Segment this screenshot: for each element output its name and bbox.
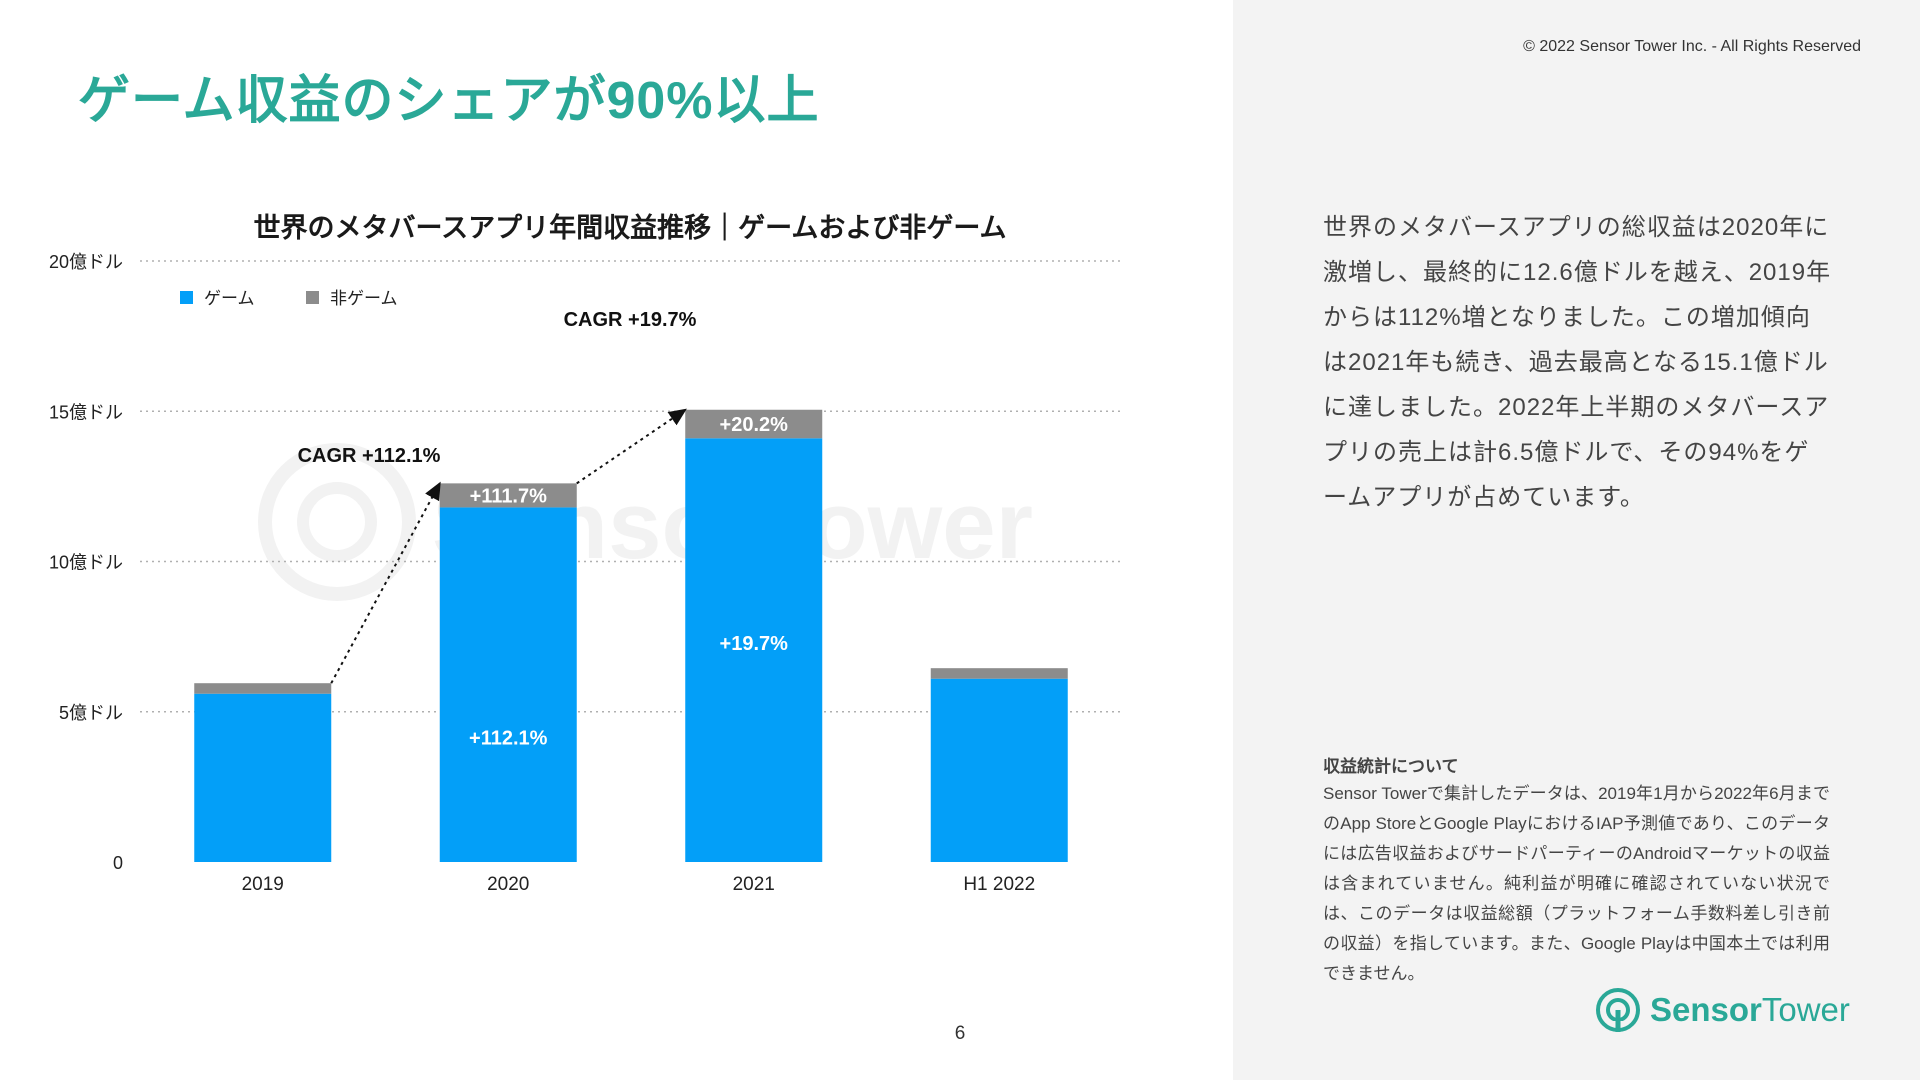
chart: SensorTower05億ドル10億ドル15億ドル20億ドルゲーム非ゲーム20… [49,252,1122,895]
legend-swatch [306,291,319,304]
cagr-arrow [330,481,441,684]
bar-game [685,438,823,862]
chart-title: 世界のメタバースアプリ年間収益推移｜ゲームおよび非ゲーム [253,213,1007,243]
page-number: 6 [954,1023,966,1044]
bar-label-game: +112.1% [469,728,548,750]
legend-label: 非ゲーム [330,289,398,308]
copyright: © 2022 Sensor Tower Inc. - All Rights Re… [1523,38,1861,55]
bar-label-nongame: +111.7% [470,485,548,507]
bar-game [439,507,577,862]
bar-game [194,693,332,862]
y-tick-label: 0 [113,853,123,873]
page-title: ゲーム収益のシェアが90%以上 [78,72,820,130]
x-tick-label: 2021 [733,874,775,895]
sensor-tower-logo: SensorTower [1594,984,1850,1036]
legend-label: ゲーム [204,289,255,308]
x-tick-label: H1 2022 [963,874,1035,895]
y-tick-label: 15億ドル [49,402,123,422]
main-panel [0,0,1233,1080]
cagr-label: CAGR +19.7% [564,309,697,331]
logo-text-bold: Sensor [1650,991,1762,1028]
y-tick-label: 10億ドル [49,553,123,573]
bar-nongame [439,483,577,508]
y-tick-label: 20億ドル [49,252,123,272]
bar-label-nongame: +20.2% [720,414,789,436]
description-text: 世界のメタバースアプリの総収益は2020年に激増し、最終的に12.6億ドルを越え… [1323,214,1832,511]
side-panel [1233,0,1920,1080]
cagr-arrow [576,408,687,485]
x-tick-label: 2019 [242,874,284,895]
bar-nongame [930,668,1068,679]
bar-nongame [685,409,823,439]
note-title: 収益統計について [1323,757,1459,776]
bar-nongame [194,683,332,694]
watermark-icon [258,443,416,601]
bar-game [930,678,1068,862]
cagr-label: CAGR +112.1% [298,445,441,467]
y-tick-label: 5億ドル [59,703,123,723]
x-tick-label: 2020 [487,874,529,895]
sensor-tower-icon [1596,988,1640,1032]
bar-label-game: +19.7% [720,633,789,655]
logo-text-light: Tower [1761,991,1850,1028]
watermark-icon-inner [297,482,377,562]
note-body: Sensor Towerで集計したデータは、2019年1月から2022年6月まで… [1323,784,1830,983]
logo-text: SensorTower [1650,991,1850,1029]
legend-swatch [180,291,193,304]
